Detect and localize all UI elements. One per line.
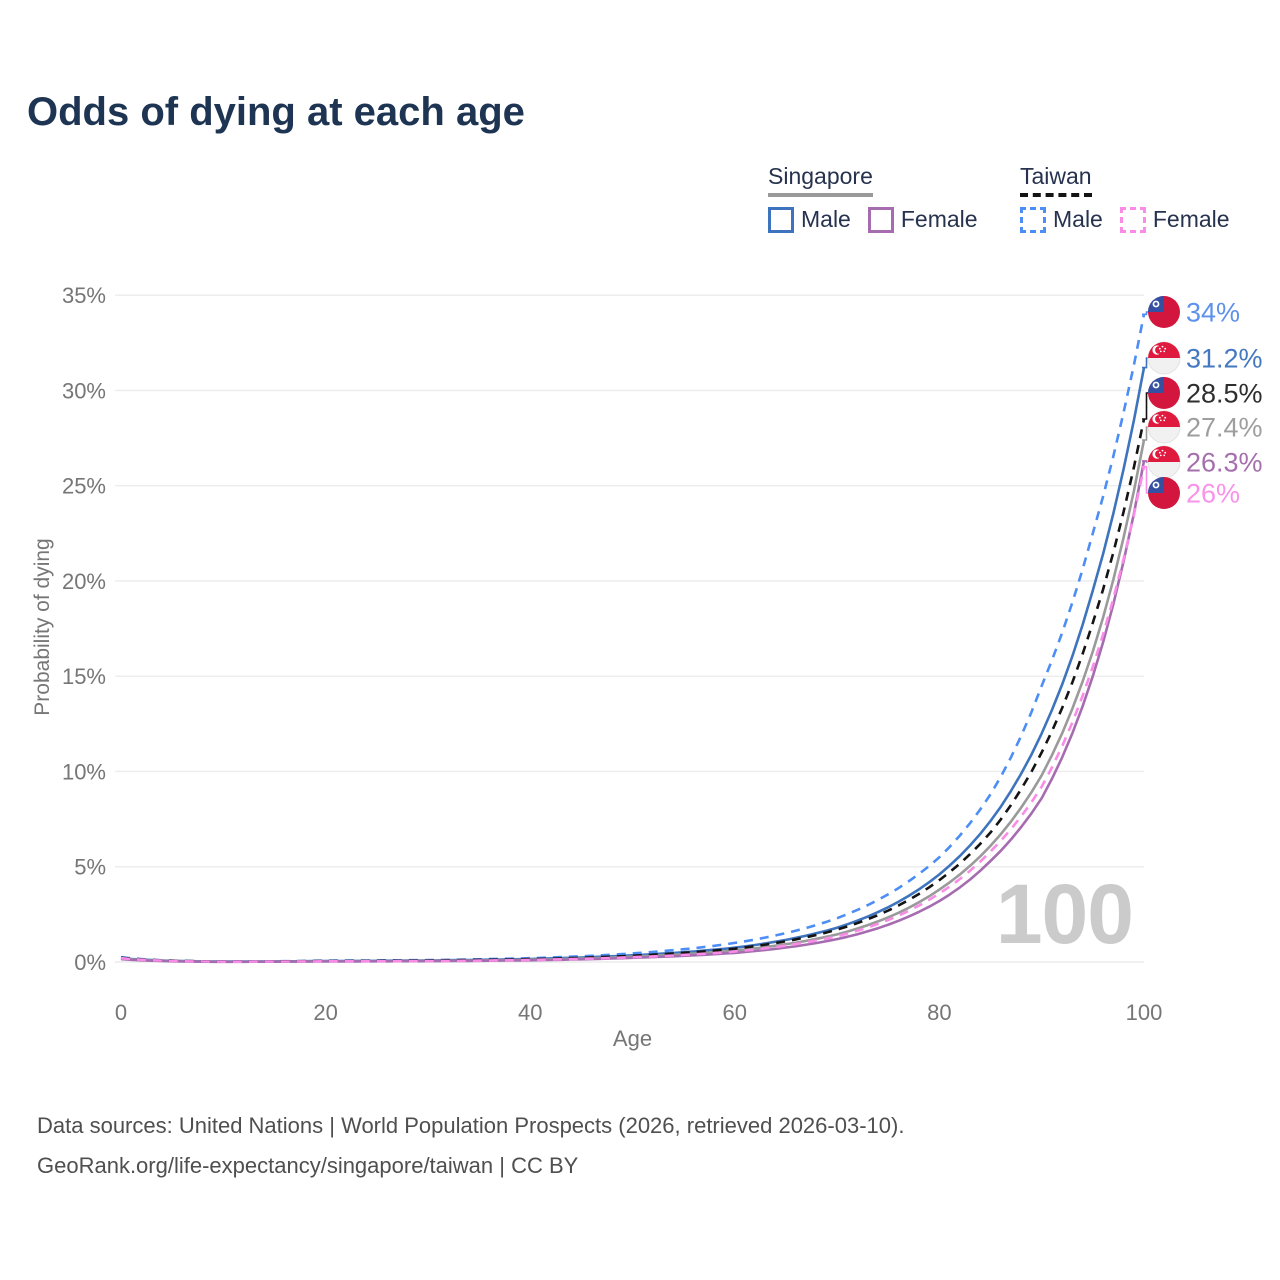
taiwan-female-swatch-icon xyxy=(1119,206,1146,233)
end-label-singapore-male: 31.2% xyxy=(1186,344,1263,374)
series-line-taiwan-male xyxy=(120,314,1146,963)
x-tick-label: 80 xyxy=(927,1000,951,1025)
x-tick-label: 20 xyxy=(313,1000,337,1025)
legend-group-taiwan: Taiwan Male Female xyxy=(1020,163,1230,233)
series-line-singapore-female xyxy=(120,460,1146,964)
y-tick-label: 15% xyxy=(62,664,106,689)
legend-item-singapore-male[interactable]: Male xyxy=(768,206,851,233)
flag-taiwan-icon xyxy=(1148,477,1180,509)
singapore-male-swatch-icon xyxy=(768,206,794,233)
legend-item-taiwan-male[interactable]: Male xyxy=(1020,206,1103,233)
x-tick-label: 40 xyxy=(518,1000,542,1025)
legend-label-singapore-male: Male xyxy=(801,206,851,232)
y-tick-label: 5% xyxy=(74,855,106,880)
footer-link: GeoRank.org/life-expectancy/singapore/ta… xyxy=(37,1153,579,1179)
flag-singapore-icon xyxy=(1147,341,1181,375)
legend-label-singapore-female: Female xyxy=(900,206,978,232)
legend-label-taiwan-male: Male xyxy=(1053,206,1103,232)
series-line-singapore-male xyxy=(120,367,1146,963)
y-tick-label: 35% xyxy=(62,283,106,308)
legend-group-taiwan-title: Taiwan xyxy=(1020,163,1092,197)
series-line-taiwan-female xyxy=(120,466,1146,963)
x-tick-label: 60 xyxy=(723,1000,747,1025)
end-label-taiwan-female: 26% xyxy=(1186,479,1240,509)
end-label-singapore-female: 26.3% xyxy=(1186,448,1263,478)
legend-label-taiwan-female: Female xyxy=(1152,206,1230,232)
flag-singapore-icon xyxy=(1147,410,1181,444)
end-label-taiwan-both-sexes: 28.5% xyxy=(1186,379,1263,409)
age-indicator: 100 xyxy=(995,867,1134,961)
singapore-female-swatch-icon xyxy=(867,206,894,233)
y-tick-label: 25% xyxy=(62,474,106,499)
y-tick-label: 0% xyxy=(74,950,106,975)
page-title: Odds of dying at each age xyxy=(27,90,525,134)
y-tick-label: 30% xyxy=(62,378,106,403)
series-line-singapore-both-sexes xyxy=(120,439,1146,963)
end-label-singapore-both-sexes: 27.4% xyxy=(1186,413,1263,443)
x-tick-label: 100 xyxy=(1126,1000,1163,1025)
end-label-taiwan-male: 34% xyxy=(1186,298,1240,328)
flag-taiwan-icon xyxy=(1148,296,1180,328)
x-axis-title: Age xyxy=(613,1026,652,1051)
y-tick-label: 20% xyxy=(62,569,106,594)
footer-sources: Data sources: United Nations | World Pop… xyxy=(37,1113,905,1138)
flag-taiwan-icon xyxy=(1148,377,1180,409)
taiwan-male-swatch-icon xyxy=(1020,206,1046,233)
legend-item-singapore-female[interactable]: Female xyxy=(867,206,978,233)
series-line-taiwan-both-sexes xyxy=(120,418,1146,963)
legend-item-taiwan-female[interactable]: Female xyxy=(1119,206,1230,233)
legend-group-singapore: Singapore Male Female xyxy=(768,163,978,233)
footer: Data sources: United Nations | World Pop… xyxy=(37,1106,904,1187)
x-tick-label: 0 xyxy=(115,1000,127,1025)
flag-singapore-icon xyxy=(1147,445,1181,479)
y-tick-label: 10% xyxy=(62,759,106,784)
legend-group-singapore-title: Singapore xyxy=(768,163,873,197)
